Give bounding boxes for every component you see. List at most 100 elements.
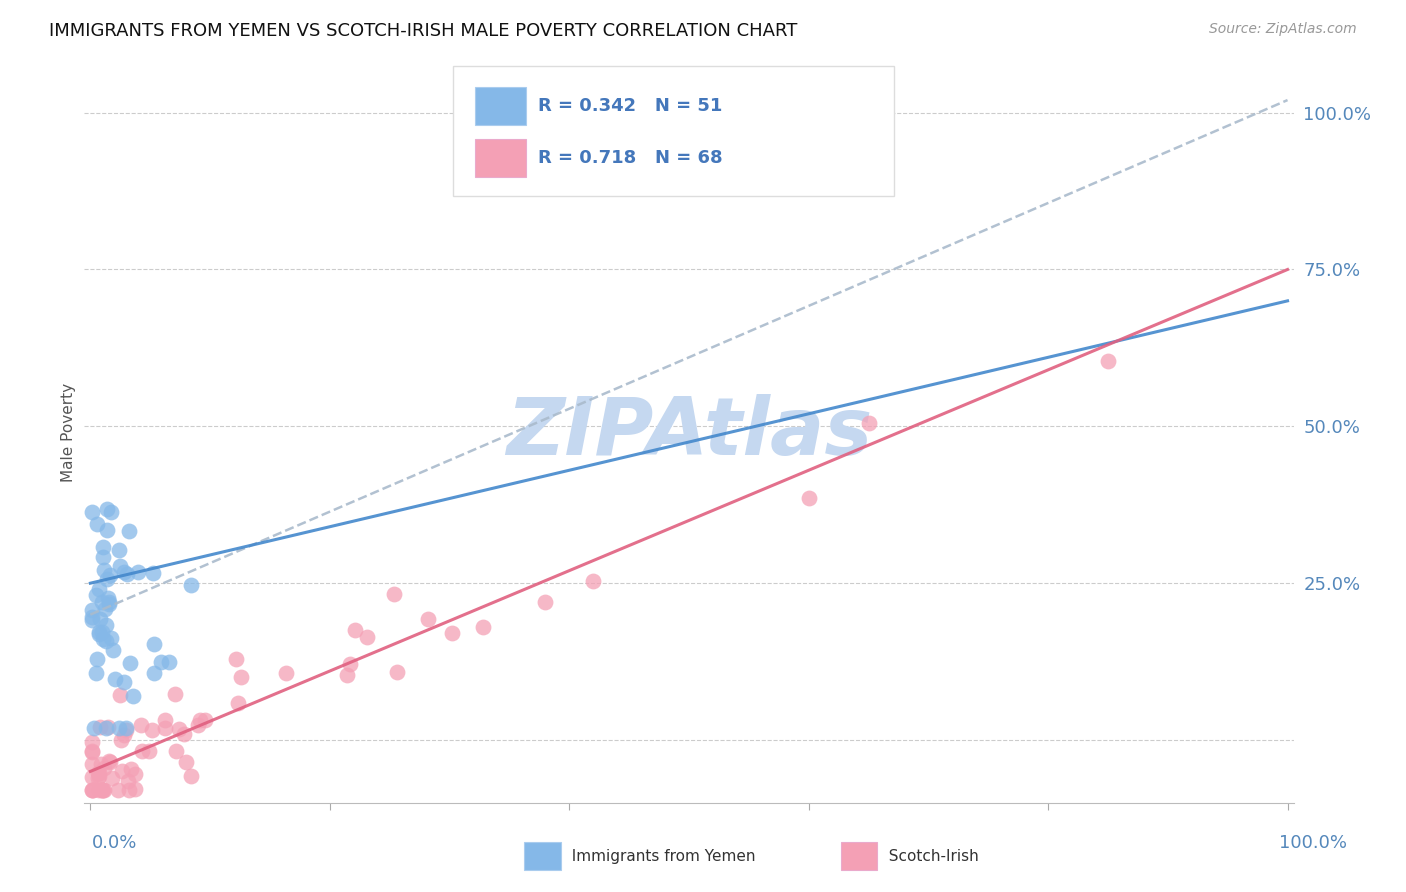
Text: Immigrants from Yemen: Immigrants from Yemen: [562, 849, 756, 863]
Point: [96, 634, 118, 648]
Point: [356, 631, 378, 645]
Point: [797, 491, 820, 505]
Point: [91, 632, 114, 647]
Point: [80, 745, 103, 759]
Point: [115, 567, 138, 582]
Point: [229, 670, 252, 684]
Point: [87, 783, 110, 797]
Point: [94, 721, 117, 735]
Point: [111, 764, 134, 779]
Point: [91, 783, 114, 797]
Point: [180, 577, 202, 591]
Point: [86, 652, 108, 666]
Point: [115, 721, 138, 735]
Point: [103, 673, 125, 687]
Point: [142, 637, 165, 651]
Text: 100.0%: 100.0%: [1279, 834, 1347, 852]
Point: [174, 755, 197, 769]
Point: [153, 721, 176, 735]
Point: [384, 587, 406, 601]
Point: [118, 524, 141, 538]
Point: [471, 620, 494, 634]
Point: [89, 627, 111, 641]
Point: [1097, 354, 1119, 368]
FancyBboxPatch shape: [475, 87, 526, 126]
Point: [82, 613, 104, 627]
Point: [98, 568, 121, 582]
Point: [96, 523, 118, 537]
Point: [82, 505, 104, 519]
Point: [80, 770, 103, 784]
Point: [80, 735, 103, 749]
FancyBboxPatch shape: [475, 138, 526, 178]
Point: [82, 783, 104, 797]
Point: [117, 773, 139, 788]
Point: [157, 655, 180, 669]
Point: [416, 612, 439, 626]
Point: [112, 565, 135, 579]
Text: R = 0.342   N = 51: R = 0.342 N = 51: [538, 97, 723, 115]
Point: [124, 766, 146, 780]
Point: [82, 603, 104, 617]
Point: [582, 574, 605, 588]
Point: [131, 743, 153, 757]
Point: [108, 688, 131, 702]
Point: [138, 744, 160, 758]
Point: [343, 624, 366, 638]
Point: [194, 713, 217, 727]
Point: [97, 754, 120, 768]
Point: [120, 656, 142, 670]
Point: [97, 591, 120, 605]
Point: [87, 582, 110, 596]
Point: [100, 505, 122, 519]
Point: [228, 696, 250, 710]
Point: [115, 723, 138, 738]
Point: [149, 655, 172, 669]
FancyBboxPatch shape: [453, 66, 894, 195]
Point: [858, 416, 880, 430]
Point: [163, 687, 186, 701]
Text: 0.0%: 0.0%: [91, 834, 136, 852]
Point: [91, 540, 114, 554]
Point: [142, 566, 165, 580]
Point: [94, 601, 117, 615]
Point: [440, 626, 463, 640]
Point: [96, 618, 118, 632]
Point: [87, 624, 110, 639]
Point: [87, 771, 110, 785]
Point: [86, 588, 108, 602]
Point: [187, 718, 209, 732]
Point: [91, 625, 114, 640]
Point: [80, 756, 103, 771]
Point: [124, 782, 146, 797]
Point: [97, 595, 120, 609]
Point: [276, 665, 298, 680]
Point: [93, 563, 115, 577]
Point: [89, 769, 111, 783]
Point: [129, 718, 152, 732]
Point: [101, 643, 124, 657]
Point: [82, 783, 104, 797]
Point: [100, 631, 122, 645]
Point: [97, 720, 120, 734]
Point: [97, 597, 120, 611]
Text: IMMIGRANTS FROM YEMEN VS SCOTCH-IRISH MALE POVERTY CORRELATION CHART: IMMIGRANTS FROM YEMEN VS SCOTCH-IRISH MA…: [49, 22, 797, 40]
Point: [142, 666, 165, 681]
Point: [112, 675, 135, 690]
Point: [82, 783, 104, 797]
Point: [80, 744, 103, 758]
Point: [127, 565, 149, 579]
Point: [83, 721, 105, 735]
Point: [107, 783, 129, 797]
Point: [86, 517, 108, 532]
Point: [118, 783, 141, 797]
Point: [180, 769, 202, 783]
Text: Scotch-Irish: Scotch-Irish: [879, 849, 979, 863]
Point: [96, 572, 118, 586]
Point: [90, 783, 112, 797]
Point: [108, 721, 131, 735]
Point: [91, 783, 114, 797]
Point: [225, 652, 247, 666]
Point: [86, 765, 108, 780]
Point: [385, 665, 408, 680]
